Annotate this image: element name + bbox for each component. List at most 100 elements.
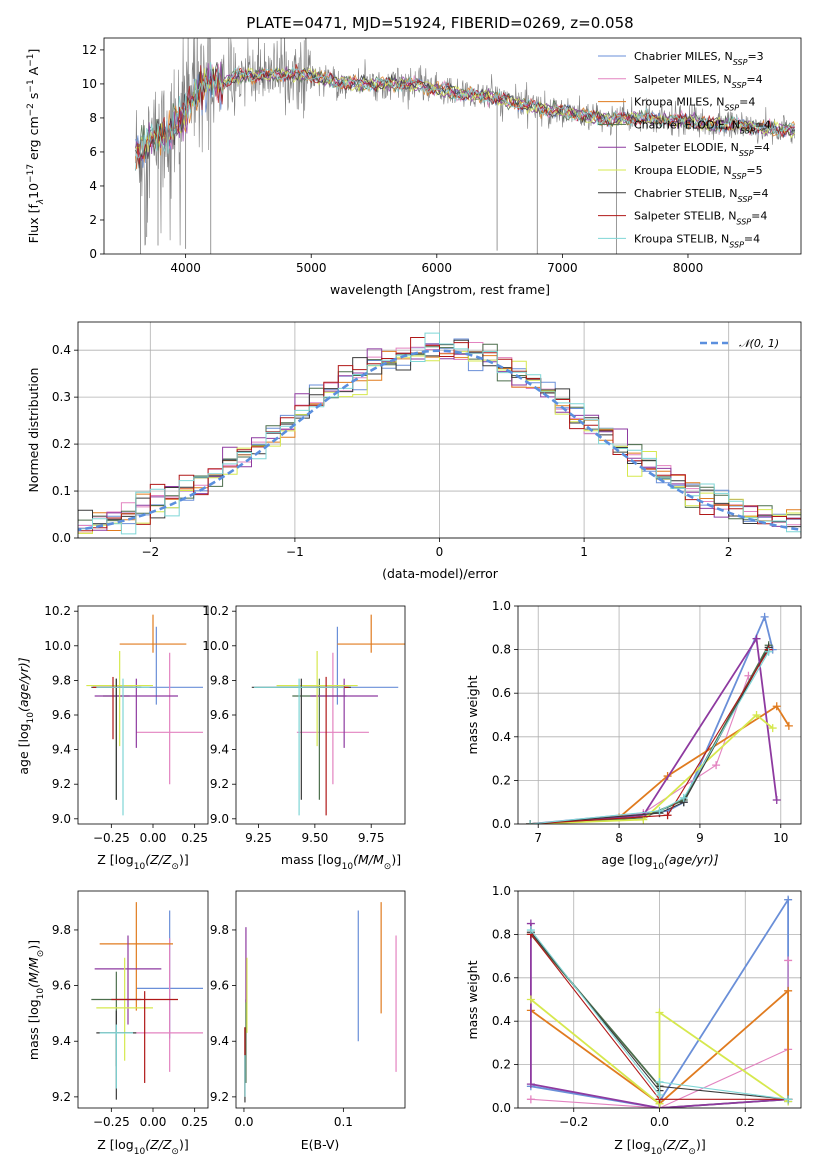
y-tick-label: 0.1 — [52, 484, 71, 498]
label-part: =4 — [746, 73, 762, 86]
x-axis-label: (data-model)/error — [382, 566, 499, 581]
y-axis-label: mass [log10(M/M⊙)] — [26, 940, 46, 1060]
x-axis-label: E(B-V) — [301, 1137, 340, 1152]
x-axis-label: mass [log10(M/M⊙)] — [281, 852, 401, 872]
label-part: (age/yr)] — [16, 657, 31, 712]
y-tick-label: 0.0 — [492, 817, 511, 831]
y-tick-label: 1.0 — [492, 884, 511, 898]
x-tick-label: 0.0 — [650, 1115, 669, 1129]
label-part: SSP — [732, 172, 747, 181]
label-part: SSP — [736, 217, 751, 226]
plot-area-age-vs-mass — [251, 614, 405, 816]
label-part: 10 — [134, 862, 146, 872]
axes-frame — [517, 605, 802, 825]
series-line — [530, 998, 789, 1106]
label-part: 10 — [26, 183, 41, 199]
label-part: SSP — [739, 149, 754, 158]
plot-area-mass-vs-ebv — [244, 902, 397, 1103]
label-part: =3 — [747, 50, 763, 63]
label-part: (Z/Z — [145, 1137, 172, 1152]
y-tick-label: 9.4 — [52, 743, 71, 757]
x-tick-label: −0.25 — [93, 831, 130, 845]
axes-frame — [517, 890, 802, 1109]
label-part: (Z/Z — [662, 1137, 689, 1152]
series-marker — [784, 895, 793, 904]
y-tick-label: 10.0 — [202, 639, 229, 653]
legend-entry: Salpeter STELIB, NSSP=4 — [634, 210, 767, 227]
label-part: Chabrier MILES, N — [634, 50, 733, 63]
series-marker — [772, 796, 781, 805]
label-part: ⊙ — [171, 862, 179, 872]
y-tick-label: 12 — [82, 43, 97, 57]
label-part: =4 — [739, 96, 755, 109]
y-tick-label: 9.2 — [52, 777, 71, 791]
label-part: s — [26, 93, 41, 104]
y-tick-label: 9.8 — [52, 673, 71, 687]
y-tick-label: 9.4 — [210, 743, 229, 757]
axes-frame — [235, 890, 406, 1109]
axes-frame — [77, 321, 802, 539]
axes-age-vs-mass: 9.25 9.50 9.75 9.0 9.2 9.4 9.6 9.8 10.0 10.2 mass … — [202, 604, 406, 872]
y-tick-label: 1.0 — [492, 599, 511, 613]
y-tick-label: 9.8 — [52, 923, 71, 937]
model-spectrum — [135, 63, 796, 171]
axes-age-vs-Z: −0.25 0.00 0.25 9.0 9.2 9.4 9.6 9.8 10.0 10.2 Z [l… — [16, 604, 209, 872]
y-tick-label: 9.8 — [210, 923, 229, 937]
y-tick-label: 0.2 — [492, 1058, 511, 1072]
y-tick-label: 0.4 — [52, 343, 71, 357]
x-tick-label: 6000 — [422, 261, 453, 275]
label-part: E(B-V) — [301, 1137, 340, 1152]
label-part: Chabrier ELODIE, N — [634, 118, 740, 131]
y-tick-label: 9.2 — [210, 1090, 229, 1104]
label-part: =4 — [754, 141, 770, 154]
x-tick-label: 7000 — [547, 261, 578, 275]
x-tick-label: −0.25 — [93, 1115, 130, 1129]
label-part: 10 — [651, 1147, 663, 1157]
y-tick-label: 0.8 — [492, 927, 511, 941]
axes-mass-weight-vs-Z: −0.2 0.0 0.2 0.0 0.2 0.4 0.6 0.8 1.0 Z [log10(Z/Z… — [465, 884, 802, 1157]
x-tick-label: 0.0 — [234, 1115, 253, 1129]
histogram-step — [78, 332, 801, 535]
series-marker — [760, 612, 769, 621]
x-tick-label: 9.25 — [245, 831, 272, 845]
y-tick-label: 9.4 — [210, 1034, 229, 1048]
y-axis-label: mass weight — [465, 960, 480, 1039]
chart-title: PLATE=0471, MJD=51924, FIBERID=0269, z=0… — [246, 14, 633, 32]
y-tick-label: 0.2 — [492, 773, 511, 787]
x-tick-label: 8000 — [673, 261, 704, 275]
y-tick-label: 10 — [82, 77, 97, 91]
x-tick-label: −2 — [141, 545, 159, 559]
series-marker — [764, 647, 773, 656]
label-part: erg cm — [26, 116, 41, 164]
axes-residuals: −2 −1 0 1 2 0.0 0.1 0.2 0.3 0.4 (data-model)/error… — [26, 321, 802, 581]
series-marker — [663, 811, 672, 820]
y-tick-label: 0.6 — [492, 686, 511, 700]
x-tick-label: 0 — [436, 545, 444, 559]
label-part: SSP — [724, 103, 739, 112]
label-part: Salpeter MILES, N — [634, 73, 732, 86]
label-part: )] — [26, 940, 41, 950]
x-axis-label: Z [log10(Z/Z⊙)] — [97, 1137, 188, 1157]
series-line — [530, 705, 790, 824]
label-part: SSP — [732, 80, 747, 89]
series-line — [530, 614, 774, 824]
series-marker — [752, 634, 761, 643]
y-tick-label: 0.6 — [492, 971, 511, 985]
label-part: mass [log — [281, 852, 342, 867]
series-line — [530, 675, 749, 824]
label-part: (Z/Z — [145, 852, 172, 867]
label-part: −1 — [26, 54, 36, 67]
label-part: age [log — [16, 723, 31, 774]
label-part: ⊙ — [36, 950, 46, 958]
y-tick-label: 9.0 — [210, 812, 229, 826]
label-part: SSP — [733, 58, 748, 67]
label-part: Z [log — [97, 852, 133, 867]
series-marker — [526, 1095, 535, 1104]
x-tick-label: 5000 — [296, 261, 327, 275]
series-marker — [784, 986, 793, 995]
label-part: 10 — [342, 862, 354, 872]
series-marker — [784, 956, 793, 965]
y-tick-label: 9.2 — [52, 1090, 71, 1104]
